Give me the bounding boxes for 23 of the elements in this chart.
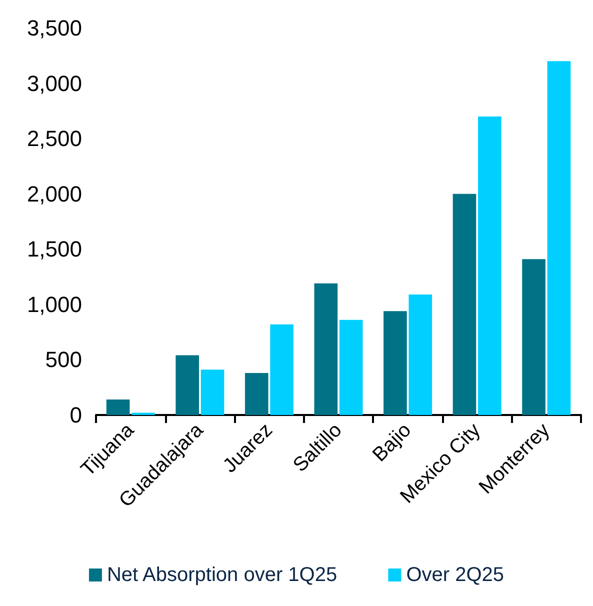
- y-tick-label: 3,000: [26, 70, 82, 96]
- bar: [270, 324, 294, 415]
- y-tick-label: 2,000: [26, 181, 82, 206]
- legend-label: Over 2Q25: [406, 564, 504, 586]
- bar: [176, 355, 199, 415]
- bar: [478, 116, 502, 415]
- y-tick-label: 500: [45, 347, 82, 372]
- y-tick-label: 0: [70, 402, 82, 428]
- bar: [106, 400, 130, 415]
- y-tick-label: 2,500: [26, 126, 82, 152]
- y-tick-label: 1,500: [26, 236, 82, 262]
- bar: [339, 320, 363, 415]
- bar: [408, 294, 432, 415]
- bar: [547, 61, 571, 415]
- bar: [314, 283, 338, 415]
- bar: [452, 194, 476, 415]
- bar: [244, 372, 268, 415]
- legend-label: Net Absorption over 1Q25: [106, 564, 338, 586]
- bar: [200, 370, 224, 415]
- y-tick-label: 1,000: [26, 292, 82, 317]
- bar: [384, 311, 407, 415]
- bar: [522, 259, 546, 415]
- y-tick-label: 3,500: [26, 16, 82, 40]
